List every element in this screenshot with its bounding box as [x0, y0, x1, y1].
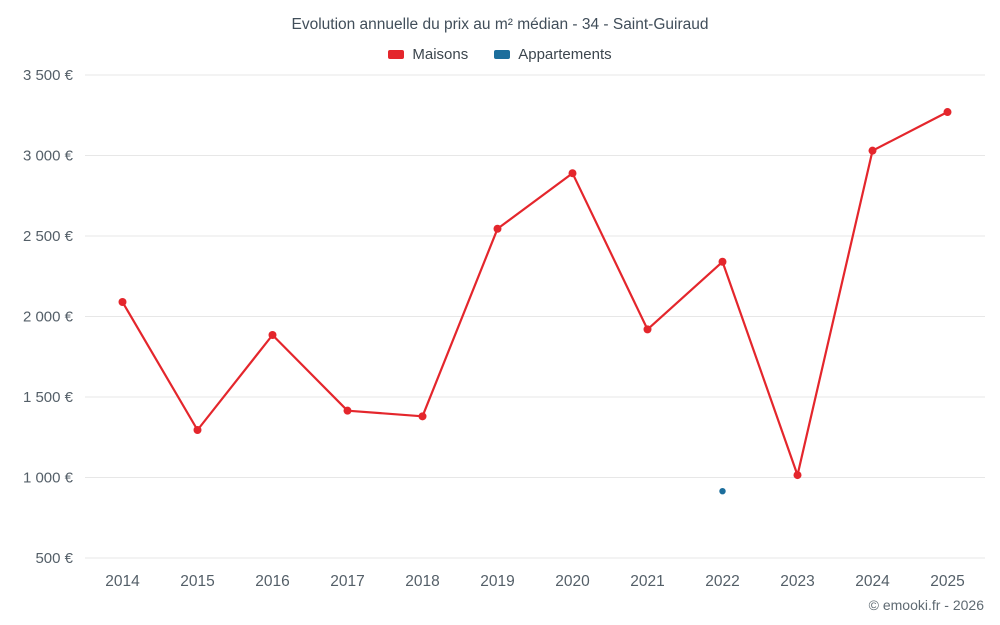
data-point-maisons-2023[interactable] — [793, 471, 802, 480]
data-point-maisons-2019[interactable] — [493, 224, 502, 233]
legend-item-maisons[interactable]: Maisons — [388, 46, 468, 63]
legend-item-appartements[interactable]: Appartements — [494, 46, 612, 63]
series-line-maisons — [121, 111, 949, 477]
x-tick-label: 2020 — [555, 573, 590, 590]
data-point-maisons-2016[interactable] — [268, 331, 277, 340]
data-point-maisons-2022[interactable] — [718, 257, 727, 266]
y-tick-label: 1 500 € — [23, 389, 74, 406]
x-tick-label: 2021 — [630, 573, 664, 590]
legend-label-appartements: Appartements — [518, 46, 612, 63]
x-tick-label: 2023 — [780, 573, 814, 590]
data-point-maisons-2014[interactable] — [118, 298, 127, 307]
chart-legend: Maisons Appartements — [0, 46, 1000, 63]
legend-swatch-appartements — [494, 50, 511, 59]
data-point-maisons-2025[interactable] — [943, 108, 952, 117]
page-title: Evolution annuelle du prix au m² médian … — [291, 16, 709, 33]
legend-swatch-maisons — [388, 50, 405, 59]
data-point-maisons-2021[interactable] — [643, 325, 652, 334]
x-tick-label: 2017 — [330, 573, 364, 590]
x-tick-label: 2022 — [705, 573, 739, 590]
x-tick-label: 2015 — [180, 573, 214, 590]
data-point-appartements-2022[interactable] — [719, 487, 726, 495]
data-point-maisons-2017[interactable] — [343, 406, 352, 415]
x-tick-label: 2024 — [855, 573, 890, 590]
y-tick-label: 3 000 € — [23, 148, 74, 165]
data-point-maisons-2018[interactable] — [418, 412, 427, 421]
y-tick-label: 1 000 € — [23, 470, 74, 487]
legend-label-maisons: Maisons — [412, 46, 469, 63]
x-tick-label: 2014 — [105, 573, 140, 590]
data-point-maisons-2020[interactable] — [568, 169, 577, 178]
x-tick-label: 2016 — [255, 573, 289, 590]
x-tick-label: 2019 — [480, 573, 514, 590]
data-point-maisons-2015[interactable] — [193, 426, 202, 435]
copyright-footer: © emooki.fr - 2026 — [868, 597, 984, 613]
y-tick-label: 2 000 € — [23, 309, 74, 326]
x-tick-label: 2018 — [405, 573, 439, 590]
x-tick-label: 2025 — [930, 573, 964, 590]
y-tick-label: 2 500 € — [23, 228, 74, 245]
y-tick-label: 500 € — [35, 550, 73, 567]
data-point-maisons-2024[interactable] — [868, 146, 877, 155]
y-tick-label: 3 500 € — [23, 67, 74, 84]
